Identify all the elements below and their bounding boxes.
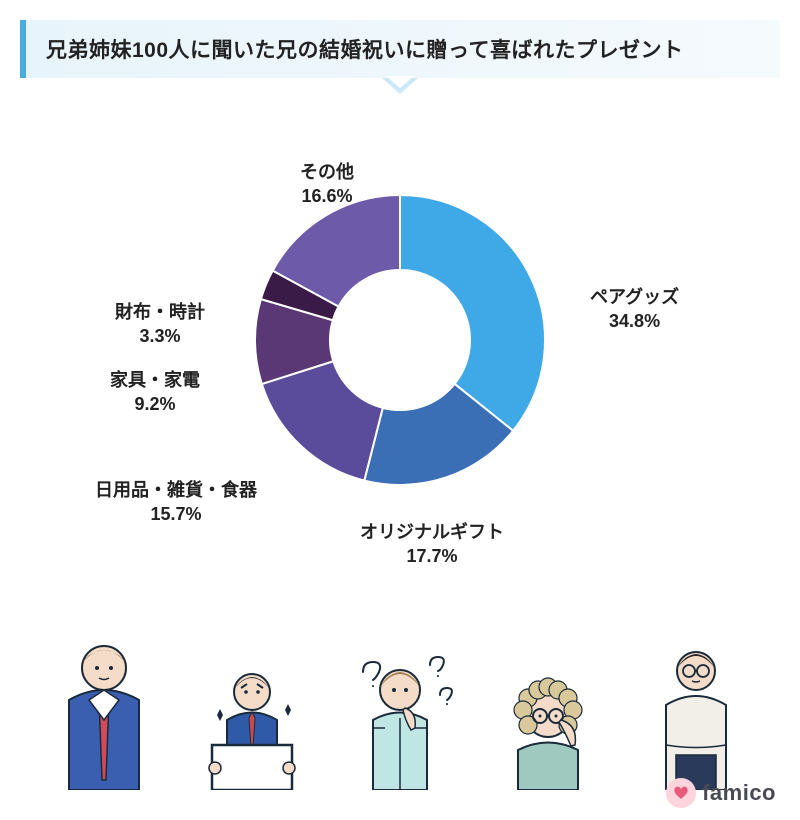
slice-label: オリジナルギフト17.7% <box>360 520 504 569</box>
slice-label-text: 家具・家電 <box>110 368 200 392</box>
donut-chart: ペアグッズ34.8%オリジナルギフト17.7%日用品・雑貨・食器15.7%家具・… <box>0 90 800 550</box>
slice-label-text: ペアグッズ <box>590 285 679 309</box>
slice-label-pct: 34.8% <box>590 309 679 333</box>
slice-label: 財布・時計3.3% <box>115 300 205 349</box>
slice-label-pct: 16.6% <box>300 184 354 208</box>
slice-label: 日用品・雑貨・食器15.7% <box>95 478 257 527</box>
famico-logo-text: famico <box>702 780 776 806</box>
donut-slice <box>400 195 545 431</box>
man-holding-sign-icon <box>197 660 307 790</box>
page-title: 兄弟姉妹100人に聞いた兄の結婚祝いに贈って喜ばれたプレゼント <box>20 20 780 78</box>
thinking-man-icon <box>345 650 455 790</box>
title-pointer-inner-icon <box>386 76 414 88</box>
slice-label: 家具・家電9.2% <box>110 368 200 417</box>
slice-label-pct: 15.7% <box>95 502 257 526</box>
people-illustration-row <box>0 620 800 790</box>
slice-label-text: 財布・時計 <box>115 300 205 324</box>
businessman-blue-suit-icon <box>49 630 159 790</box>
slice-label: その他16.6% <box>300 160 354 209</box>
curly-hair-glasses-icon <box>493 670 603 790</box>
slice-label-pct: 17.7% <box>360 544 504 568</box>
slice-label-text: オリジナルギフト <box>360 520 504 544</box>
famico-logo-icon <box>666 778 696 808</box>
slice-label-pct: 3.3% <box>115 324 205 348</box>
slice-label: ペアグッズ34.8% <box>590 285 679 334</box>
famico-logo: famico <box>666 778 776 808</box>
man-white-sweater-icon <box>641 635 751 790</box>
slice-label-text: その他 <box>300 160 354 184</box>
slice-label-pct: 9.2% <box>110 392 200 416</box>
slice-label-text: 日用品・雑貨・食器 <box>95 478 257 502</box>
